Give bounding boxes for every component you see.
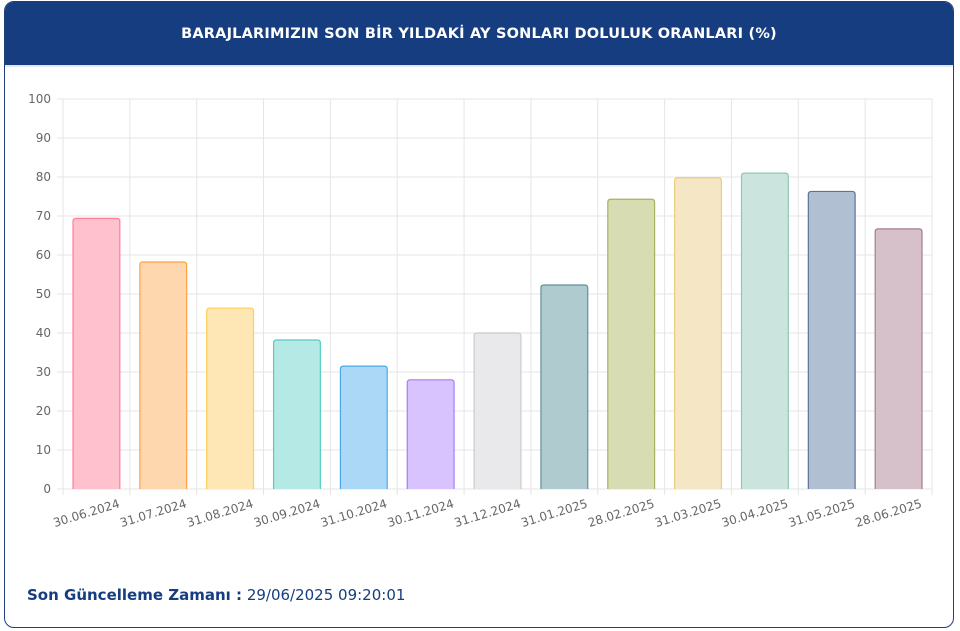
y-tick-label: 50 <box>36 287 51 301</box>
bar <box>473 332 522 489</box>
y-tick-label: 90 <box>36 131 51 145</box>
bar <box>406 379 455 489</box>
bar <box>674 177 723 489</box>
x-tick-label: 31.07.2024 <box>118 496 188 529</box>
x-tick-label: 31.03.2025 <box>653 496 723 529</box>
last-update: Son Güncelleme Zamanı : 29/06/2025 09:20… <box>27 586 405 604</box>
y-tick-label: 40 <box>36 326 51 340</box>
y-tick-label: 100 <box>28 92 51 106</box>
x-tick-label: 30.04.2025 <box>720 496 790 529</box>
bar <box>72 217 121 489</box>
y-tick-label: 70 <box>36 209 51 223</box>
y-tick-label: 10 <box>36 443 51 457</box>
x-tick-label: 30.11.2024 <box>386 496 456 529</box>
bar <box>874 228 923 489</box>
x-tick-label: 31.01.2025 <box>519 496 589 529</box>
y-tick-label: 0 <box>43 482 51 496</box>
x-tick-label: 30.09.2024 <box>252 496 322 529</box>
x-tick-label: 28.06.2025 <box>854 496 924 529</box>
bar <box>339 365 388 489</box>
x-tick-label: 31.10.2024 <box>319 496 389 529</box>
y-tick-label: 20 <box>36 404 51 418</box>
y-tick-label: 80 <box>36 170 51 184</box>
bar-chart: 0 10 20 30 40 50 60 70 80 90 100 30.06.202431.07.20… <box>28 92 933 530</box>
bar <box>807 190 856 489</box>
x-tick-label: 31.12.2024 <box>453 496 523 529</box>
last-update-label: Son Güncelleme Zamanı : <box>27 586 243 604</box>
card-header: BARAJLARIMIZIN SON BİR YILDAKİ AY SONLAR… <box>5 2 953 67</box>
x-tick-label: 31.05.2025 <box>787 496 857 529</box>
bar <box>740 172 789 489</box>
x-tick-label: 31.08.2024 <box>185 496 255 529</box>
last-update-value: 29/06/2025 09:20:01 <box>246 586 406 604</box>
x-tick-label: 28.02.2025 <box>586 496 656 529</box>
x-tick-label: 30.06.2024 <box>51 496 121 529</box>
chart-title: BARAJLARIMIZIN SON BİR YILDAKİ AY SONLAR… <box>181 25 777 42</box>
y-tick-label: 30 <box>36 365 51 379</box>
bar <box>540 284 589 489</box>
chart-card: BARAJLARIMIZIN SON BİR YILDAKİ AY SONLAR… <box>4 1 954 628</box>
bar <box>607 198 656 489</box>
bar <box>139 261 188 489</box>
bar <box>206 307 255 489</box>
y-tick-label: 60 <box>36 248 51 262</box>
bar <box>272 339 321 489</box>
